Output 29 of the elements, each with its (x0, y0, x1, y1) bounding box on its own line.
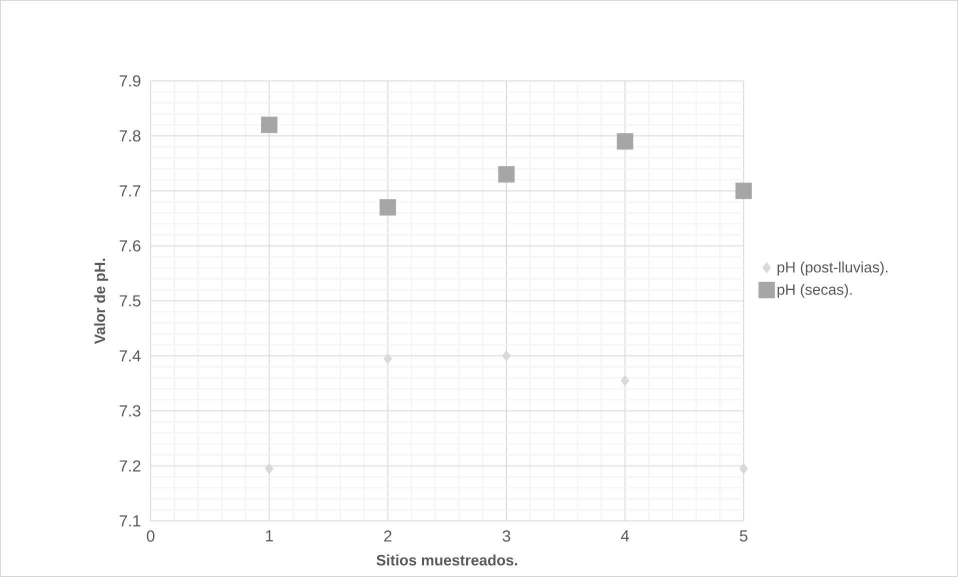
x-tick-label: 0 (146, 530, 154, 542)
y-axis-title: Valor de pH. (94, 258, 108, 344)
y-tick-label: 7.6 (120, 240, 140, 252)
x-tick-label: 3 (502, 530, 510, 542)
point (380, 199, 396, 216)
y-tick-label: 7.5 (120, 295, 140, 306)
point (620, 374, 630, 386)
legend-label: pH (post-lluvias). (778, 262, 888, 276)
y-tick-label: 7.9 (120, 75, 140, 87)
y-tick-label: 7.4 (120, 350, 141, 362)
y-tick-label: 7.1 (120, 515, 140, 526)
y-tick-label: 7.7 (120, 185, 140, 196)
x-tick-label: 1 (266, 530, 273, 542)
point (261, 116, 278, 134)
x-tick-label: 5 (740, 530, 748, 542)
y-tick-label: 7.3 (120, 405, 140, 417)
point (735, 182, 752, 200)
y-tick-label: 7.2 (120, 460, 140, 472)
x-tick-label: 2 (384, 530, 392, 542)
point (498, 166, 515, 183)
y-tick-label: 7.8 (120, 130, 140, 142)
point (739, 462, 748, 474)
x-tick-label: 4 (620, 530, 629, 542)
x-axis-title: Sitios muestreados. (376, 554, 518, 566)
point (264, 462, 274, 474)
point (616, 133, 634, 150)
point (502, 350, 511, 362)
legend-label: pH (secas). (778, 284, 852, 298)
point (384, 352, 392, 364)
